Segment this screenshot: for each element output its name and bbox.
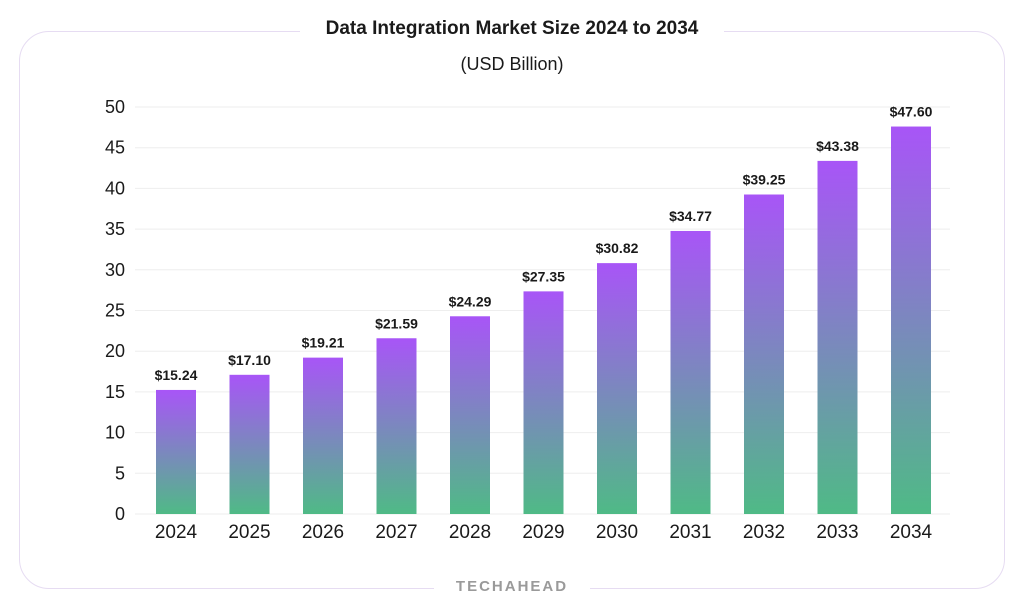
bar-2029	[523, 291, 564, 514]
value-label: $47.60	[890, 104, 933, 120]
chart-subtitle: (USD Billion)	[460, 54, 564, 74]
y-tick-label: 20	[105, 341, 125, 361]
y-tick-label: 0	[115, 504, 125, 524]
y-tick-label: 50	[105, 97, 125, 117]
bar-2028	[450, 316, 490, 514]
bar-2031	[670, 230, 711, 514]
value-labels: $15.24 $17.10 $19.21 $21.59 $24.29 $27.35 $30.…	[155, 104, 933, 383]
y-tick-label: 25	[105, 301, 125, 321]
bar-2032	[744, 194, 784, 514]
bars	[156, 126, 931, 515]
brand-logo: TECHAHEAD	[433, 578, 591, 595]
value-label: $15.24	[155, 367, 198, 383]
value-label: $43.38	[816, 138, 859, 154]
x-tick-label: 2028	[449, 522, 491, 543]
y-tick-label: 35	[105, 219, 125, 239]
value-label: $19.21	[302, 335, 345, 351]
bar-2033	[817, 160, 858, 515]
x-tick-label: 2027	[375, 522, 417, 543]
x-tick-label: 2025	[228, 522, 270, 543]
x-tick-label: 2030	[596, 522, 638, 543]
value-label: $17.10	[228, 352, 271, 368]
x-tick-label: 2029	[522, 522, 564, 543]
title-container: Data Integration Market Size 2024 to 203…	[0, 18, 1024, 40]
value-label: $30.82	[596, 240, 639, 256]
value-label: $34.77	[669, 208, 712, 224]
x-tick-label: 2031	[669, 522, 711, 543]
bar-2027	[376, 338, 417, 514]
value-label: $27.35	[522, 268, 565, 284]
y-tick-label: 5	[115, 463, 125, 483]
x-tick-label: 2024	[155, 522, 198, 543]
x-tick-label: 2026	[302, 522, 344, 543]
bar-2034	[891, 126, 931, 514]
y-tick-label: 10	[105, 423, 125, 443]
y-tick-label: 15	[105, 382, 125, 402]
x-axis: 2024 2025 2026 2027 2028 2029 2030 2031 2032 2033…	[155, 522, 933, 543]
bar-2026	[303, 357, 343, 514]
y-axis: 0 5 10 15 20 25 30 35 40 45 50	[105, 97, 125, 524]
bar-2025	[229, 374, 270, 514]
bar-2024	[156, 389, 196, 514]
x-tick-label: 2034	[890, 522, 933, 543]
x-tick-label: 2033	[816, 522, 858, 543]
chart-title: Data Integration Market Size 2024 to 203…	[299, 18, 725, 40]
x-tick-label: 2032	[743, 522, 785, 543]
value-label: $21.59	[375, 315, 418, 331]
y-tick-label: 30	[105, 260, 125, 280]
value-label: $39.25	[743, 172, 786, 188]
y-tick-label: 45	[105, 138, 125, 158]
footer-container: TECHAHEAD	[0, 578, 1024, 596]
y-tick-label: 40	[105, 178, 125, 198]
value-label: $24.29	[449, 293, 492, 309]
bar-2030	[597, 263, 637, 514]
